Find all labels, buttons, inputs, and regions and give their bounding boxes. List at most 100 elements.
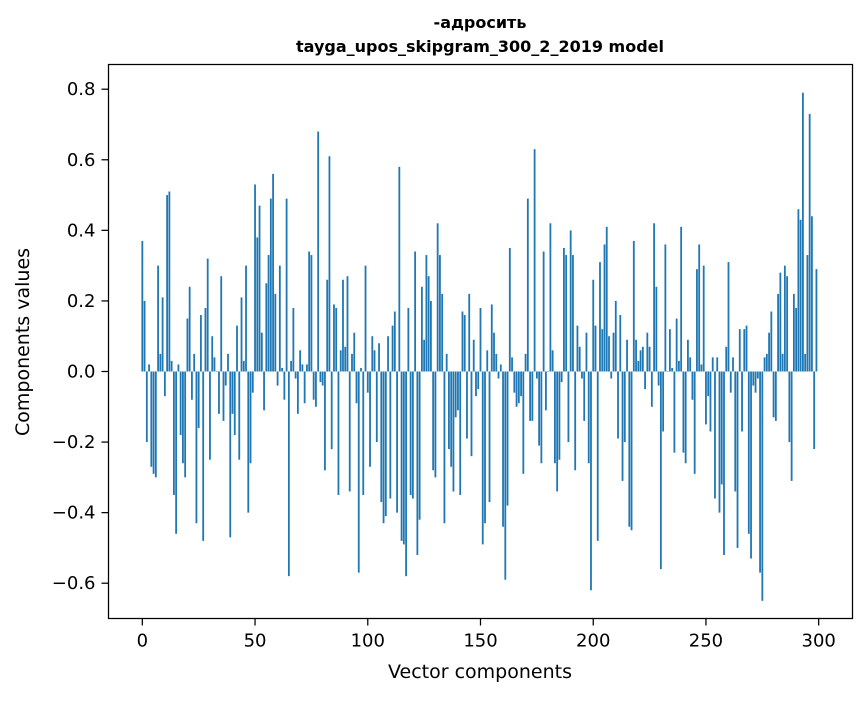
bar-79	[319, 371, 322, 383]
bar-279	[770, 311, 773, 372]
bar-65	[287, 371, 290, 577]
bar-198	[587, 371, 590, 464]
bar-234	[668, 329, 671, 372]
bar-37	[224, 371, 227, 386]
bar-269	[747, 371, 750, 534]
bar-170	[524, 353, 527, 372]
bar-117	[405, 371, 407, 577]
bar-262	[732, 357, 734, 372]
bar-1	[143, 300, 146, 372]
bar-18	[182, 371, 184, 464]
bar-86	[335, 307, 338, 372]
bar-166	[515, 371, 518, 407]
bar-138	[452, 371, 455, 492]
bar-164	[511, 357, 513, 372]
bar-24	[195, 371, 198, 524]
bar-158	[497, 371, 500, 379]
bar-292	[799, 219, 802, 372]
bar-152	[484, 371, 486, 524]
bar-20	[186, 318, 189, 372]
bar-168	[520, 371, 522, 397]
bar-265	[738, 329, 741, 372]
bar-126	[425, 255, 428, 372]
bar-268	[745, 325, 748, 372]
bar-42	[236, 325, 238, 372]
bar-144	[466, 371, 468, 439]
y-tick-label-2: −0.2	[52, 432, 96, 453]
bar-136	[448, 371, 450, 450]
bar-51	[256, 237, 259, 372]
bar-53	[260, 332, 263, 372]
bar-87	[337, 371, 340, 495]
bar-64	[285, 198, 288, 372]
bar-106	[380, 371, 383, 503]
bar-145	[468, 293, 471, 372]
bar-165	[513, 371, 516, 393]
bar-281	[774, 371, 777, 421]
bar-30	[209, 371, 211, 460]
bar-182	[551, 350, 554, 372]
bar-77	[315, 371, 317, 407]
bar-132	[439, 255, 441, 372]
bar-282	[777, 293, 779, 372]
bar-133	[441, 293, 444, 372]
x-tick-label-100: 100	[351, 631, 385, 652]
bar-124	[420, 286, 423, 372]
bar-81	[324, 371, 326, 471]
bar-280	[772, 371, 775, 418]
y-tick-label-6: 0.6	[67, 150, 96, 171]
bar-19	[184, 371, 187, 478]
bar-142	[461, 311, 464, 372]
bar-210	[614, 300, 617, 372]
bar-261	[729, 371, 732, 393]
bar-251	[707, 371, 710, 397]
bar-295	[806, 255, 809, 372]
bar-296	[808, 113, 811, 372]
bar-270	[750, 371, 752, 559]
bar-197	[585, 332, 588, 372]
bar-186	[560, 371, 563, 383]
bar-223	[644, 371, 646, 390]
bar-78	[317, 131, 320, 372]
bar-45	[242, 360, 245, 372]
bar-189	[567, 371, 570, 443]
bar-38	[227, 353, 229, 372]
bar-114	[398, 166, 401, 372]
y-tick-label-0: −0.6	[52, 573, 96, 594]
bar-121	[414, 251, 417, 372]
bar-35	[220, 276, 223, 372]
bar-191	[572, 255, 574, 372]
bar-102	[371, 336, 374, 372]
bar-46	[245, 265, 247, 372]
bar-68	[294, 371, 297, 379]
bar-111	[391, 325, 394, 372]
bar-28	[204, 307, 207, 372]
bar-238	[678, 360, 680, 372]
bar-8	[159, 353, 162, 372]
bar-112	[393, 311, 396, 372]
bar-48	[249, 371, 252, 464]
bar-66	[290, 360, 293, 372]
bar-2	[145, 371, 148, 443]
bar-135	[445, 353, 448, 372]
bar-176	[538, 371, 541, 446]
bar-95	[355, 371, 358, 404]
y-tick-label-4: 0.2	[67, 291, 96, 312]
bar-58	[272, 173, 274, 372]
bar-181	[549, 223, 552, 372]
bar-115	[400, 371, 403, 541]
bar-122	[416, 371, 419, 555]
bar-221	[639, 350, 642, 372]
bar-211	[617, 371, 619, 439]
bar-137	[450, 371, 453, 467]
bar-199	[590, 371, 592, 591]
bar-153	[486, 350, 489, 372]
bar-63	[283, 371, 286, 400]
bar-140	[457, 371, 459, 411]
bar-71	[301, 364, 304, 372]
bar-85	[333, 304, 335, 372]
bar-201	[594, 325, 597, 372]
bar-260	[727, 262, 730, 372]
bar-274	[759, 371, 761, 573]
